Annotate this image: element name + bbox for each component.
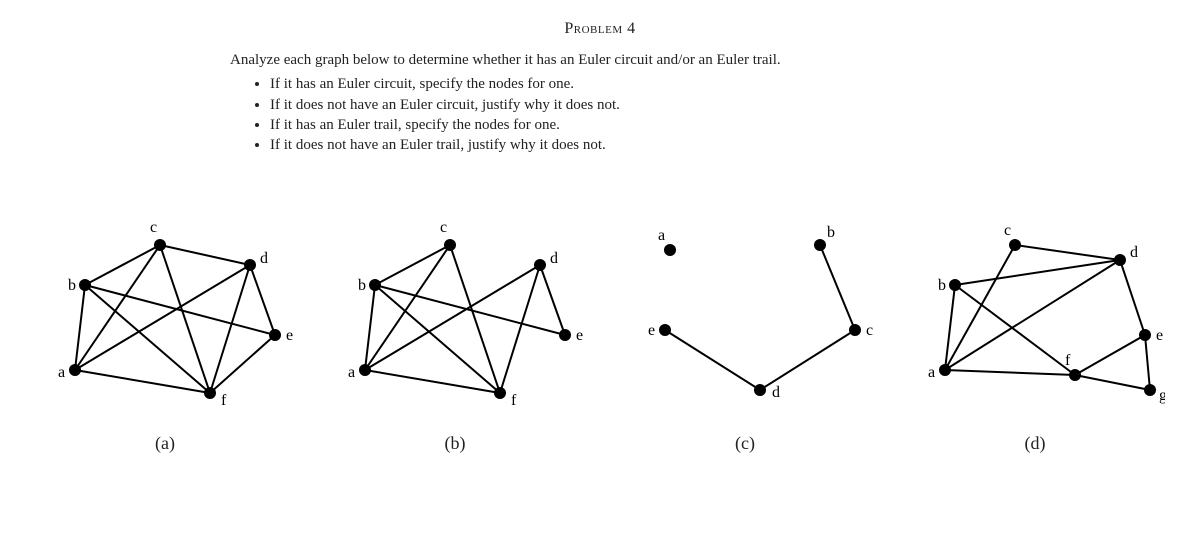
node-c [1009, 239, 1021, 251]
problem-prompt-block: Analyze each graph below to determine wh… [230, 50, 970, 155]
bullet-item: If it has an Euler trail, specify the no… [270, 115, 970, 135]
edge [945, 245, 1015, 370]
node-e [559, 329, 571, 341]
page: Problem 4 Analyze each graph below to de… [0, 20, 1200, 538]
caption-d: (d) [1025, 433, 1046, 454]
problem-title: Problem 4 [0, 20, 1200, 38]
edge [500, 265, 540, 393]
edge [665, 330, 760, 390]
edge [540, 265, 565, 335]
node-a [69, 364, 81, 376]
node-label-e: e [1156, 327, 1163, 344]
node-b [79, 279, 91, 291]
edge [75, 370, 210, 393]
node-label-e: e [576, 327, 583, 344]
node-c [849, 324, 861, 336]
node-label-a: a [348, 364, 355, 381]
edge [250, 265, 275, 335]
node-a [939, 364, 951, 376]
edge [75, 265, 250, 370]
node-label-g: g [1159, 387, 1165, 404]
node-e [659, 324, 671, 336]
node-b [369, 279, 381, 291]
node-c [444, 239, 456, 251]
edge [760, 330, 855, 390]
graph-d: a b c d e f g (d) [890, 215, 1180, 454]
node-label-f: f [511, 392, 517, 409]
edge [160, 245, 250, 265]
caption-a: (a) [155, 433, 175, 454]
prompt-text: Analyze each graph below to determine wh… [230, 52, 781, 68]
edge [85, 245, 160, 285]
node-label-c: c [150, 219, 157, 236]
node-g [1144, 384, 1156, 396]
node-label-b: b [827, 224, 835, 241]
node-label-b: b [358, 277, 366, 294]
graphs-row: a b c d e f (a) a b c d e f (b) a b c d e (c) a b c d e f g … [0, 215, 1200, 454]
edge [820, 245, 855, 330]
node-label-c: c [440, 219, 447, 236]
graph-a: a b c d e f (a) [20, 215, 310, 454]
graph-c-svg: a b c d e [615, 215, 875, 415]
node-d [1114, 254, 1126, 266]
edge [945, 370, 1075, 375]
graph-a-svg: a b c d e f [35, 215, 295, 415]
node-f [494, 387, 506, 399]
graph-c: a b c d e (c) [600, 215, 890, 454]
graph-b-svg: a b c d e f [325, 215, 585, 415]
node-label-c: c [866, 322, 873, 339]
bullet-item: If it does not have an Euler trail, just… [270, 135, 970, 155]
node-f [204, 387, 216, 399]
edge [1075, 375, 1150, 390]
node-label-b: b [68, 277, 76, 294]
node-f [1069, 369, 1081, 381]
node-label-a: a [928, 364, 935, 381]
node-label-f: f [1065, 352, 1071, 369]
node-label-d: d [550, 250, 558, 267]
node-label-f: f [221, 392, 227, 409]
bullet-list: If it has an Euler circuit, specify the … [230, 74, 970, 155]
caption-c: (c) [735, 433, 755, 454]
node-label-d: d [1130, 244, 1138, 261]
bullet-item: If it has an Euler circuit, specify the … [270, 74, 970, 94]
edge [945, 285, 955, 370]
node-c [154, 239, 166, 251]
node-a [359, 364, 371, 376]
edge [365, 245, 450, 370]
node-b [949, 279, 961, 291]
node-label-c: c [1004, 222, 1011, 239]
node-label-e: e [286, 327, 293, 344]
node-b [814, 239, 826, 251]
node-e [1139, 329, 1151, 341]
edge [365, 370, 500, 393]
edge [1145, 335, 1150, 390]
node-d [244, 259, 256, 271]
node-d [754, 384, 766, 396]
node-label-a: a [658, 227, 665, 244]
edge [945, 260, 1120, 370]
graph-d-svg: a b c d e f g [905, 215, 1165, 415]
graph-b: a b c d e f (b) [310, 215, 600, 454]
edge [375, 245, 450, 285]
edge [955, 260, 1120, 285]
node-label-d: d [772, 384, 780, 401]
edge [1120, 260, 1145, 335]
node-label-d: d [260, 250, 268, 267]
edge [75, 245, 160, 370]
edge [365, 265, 540, 370]
node-label-b: b [938, 277, 946, 294]
edge [1075, 335, 1145, 375]
node-label-e: e [648, 322, 655, 339]
node-label-a: a [58, 364, 65, 381]
edge [210, 265, 250, 393]
bullet-item: If it does not have an Euler circuit, ju… [270, 95, 970, 115]
caption-b: (b) [445, 433, 466, 454]
node-d [534, 259, 546, 271]
edge [1015, 245, 1120, 260]
node-e [269, 329, 281, 341]
node-a [664, 244, 676, 256]
